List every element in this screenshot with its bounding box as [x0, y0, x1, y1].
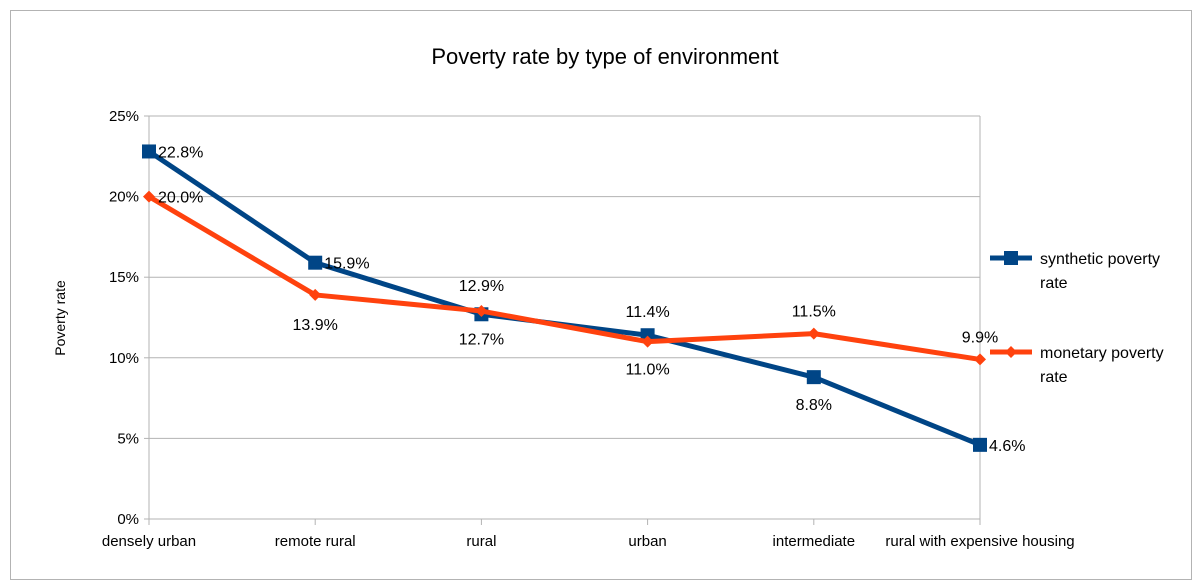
data-point [475, 305, 488, 318]
data-label: 12.9% [459, 278, 504, 295]
series-layer [142, 144, 987, 452]
data-point [308, 255, 323, 270]
data-point [806, 370, 821, 385]
data-label: 11.4% [626, 304, 670, 321]
legend-swatch-marker [1004, 251, 1018, 265]
legend-label: rate [1040, 275, 1068, 292]
data-labels: 22.8% 15.9% 12.7% 11.4% 8.8% 4.6% 20.0% 13.9% 12… [158, 144, 1025, 454]
x-tick-label: intermediate [773, 533, 856, 550]
legend-label: rate [1040, 369, 1068, 386]
legend-label: monetary poverty [1040, 345, 1164, 362]
series-line-monetary [146, 194, 983, 362]
data-point [973, 437, 987, 452]
chart-frame [10, 10, 1192, 580]
x-tick-label: urban [628, 533, 666, 550]
legend-label: synthetic poverty [1040, 251, 1160, 268]
data-label: 12.7% [459, 331, 504, 348]
x-tick-label: remote rural [275, 533, 356, 550]
data-point [807, 327, 820, 340]
data-label: 11.5% [792, 304, 836, 321]
x-tick-label: rural [466, 533, 496, 550]
grid-lines [149, 115, 981, 520]
y-tick-label: 5% [117, 430, 139, 447]
data-label: 20.0% [158, 190, 203, 207]
legend: synthetic poverty rate monetary poverty rat… [990, 251, 1164, 386]
y-axis-title: Poverty rate [52, 280, 68, 356]
series-line-synthetic [146, 148, 983, 448]
data-label: 15.9% [324, 256, 369, 273]
data-label: 8.8% [796, 397, 832, 414]
y-tick-label: 25% [109, 108, 139, 125]
y-tick-label: 10% [109, 350, 139, 367]
chart-title: Poverty rate by type of environment [431, 44, 778, 69]
data-label: 11.0% [626, 362, 670, 379]
data-point [641, 335, 654, 348]
data-label: 4.6% [989, 438, 1025, 455]
data-point [142, 144, 156, 159]
data-label: 13.9% [293, 317, 338, 334]
x-tick-label: rural with expensive housing [885, 533, 1074, 550]
data-point [309, 288, 322, 301]
axes: 0% 5% 10% 15% 20% 25% densely urban remote rura… [102, 108, 1075, 550]
y-tick-label: 15% [109, 269, 139, 286]
legend-swatch-marker [1005, 346, 1017, 358]
data-label: 22.8% [158, 144, 203, 161]
x-tick-label: densely urban [102, 533, 196, 550]
data-label: 9.9% [962, 329, 998, 346]
y-tick-label: 0% [117, 511, 139, 528]
y-tick-label: 20% [109, 189, 139, 206]
data-point [974, 353, 986, 366]
data-point [143, 190, 155, 203]
